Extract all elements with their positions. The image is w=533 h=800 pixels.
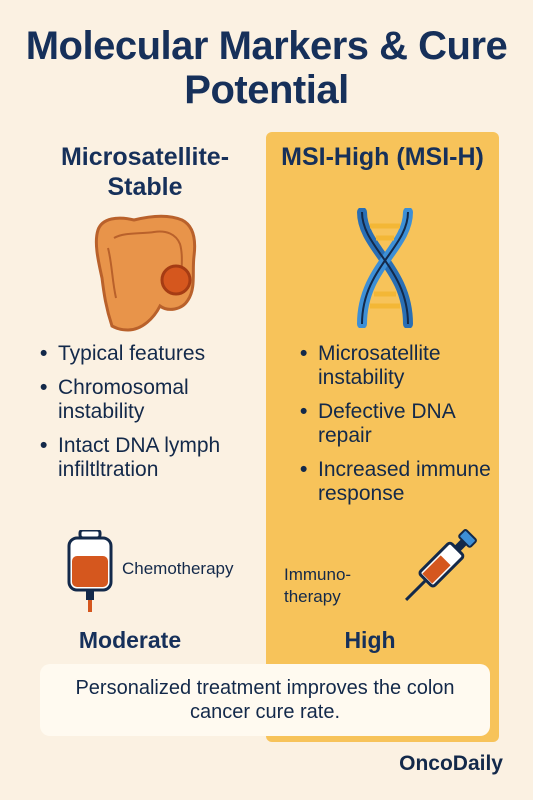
immunotherapy-label: Immuno-therapy [284, 565, 352, 606]
chemotherapy-label: Chemotherapy [122, 559, 234, 578]
iv-bag-icon [67, 530, 113, 612]
mss-cure-potential: Moderate [78, 627, 182, 653]
mss-feature-2: Chromosomal instability [38, 376, 248, 424]
msi-feature-3: Increased immune response [298, 458, 493, 506]
colon-icon [94, 214, 197, 332]
dna-icon [357, 208, 413, 328]
page-title: Molecular Markers & Cure Potential [25, 24, 508, 112]
syringe-icon [404, 529, 477, 602]
msi-feature-2: Defective DNA repair [298, 400, 493, 448]
mss-feature-3: Intact DNA lymph infiltltration [38, 434, 248, 482]
msi-feature-list: Microsatellite instability Defective DNA… [298, 342, 493, 516]
msi-feature-1: Microsatellite instability [298, 342, 493, 390]
mss-feature-list: Typical features Chromosomal instability… [38, 342, 248, 492]
brand-logo-text: OncoDaily [399, 752, 503, 775]
msi-cure-potential: High [344, 627, 396, 653]
mss-heading: Microsatellite-Stable [60, 143, 230, 201]
summary-box: Personalized treatment improves the colo… [40, 664, 490, 736]
summary-text: Personalized treatment improves the colo… [75, 677, 455, 723]
mss-feature-1: Typical features [38, 342, 248, 366]
msi-heading: MSI-High (MSI-H) [281, 143, 484, 171]
